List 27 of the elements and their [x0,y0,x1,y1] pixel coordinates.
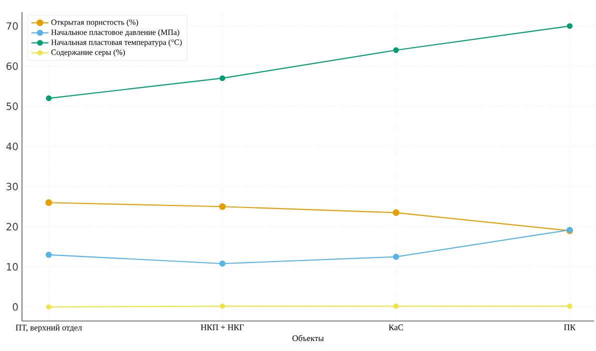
point [566,23,573,29]
point [392,209,400,216]
point [220,75,226,82]
point [393,47,399,53]
point [46,304,52,310]
point [219,260,226,267]
x-tick-label: ПК [564,324,576,330]
y-tick-label: 50 [6,102,18,110]
point [46,252,52,258]
x-tick-label: ПТ, верхний отдел [16,324,82,332]
point [219,203,226,210]
x-axis-title: Объекты [292,334,324,342]
x-tick-label: КаС [388,324,404,330]
y-tick-label: 60 [6,62,18,70]
y-tick-label: 20 [6,222,18,230]
point [220,304,225,309]
y-tick-label: 40 [6,142,18,150]
point [392,254,400,260]
y-tick-label: 0 [12,303,18,311]
point [393,304,399,309]
y-tick-label: 70 [6,22,18,30]
point [45,199,52,206]
x-tick-label: НКП + НКГ [200,324,244,330]
y-tick-label: 10 [6,263,18,271]
point [46,95,52,102]
y-tick-label: 30 [6,182,18,190]
point [567,304,572,309]
